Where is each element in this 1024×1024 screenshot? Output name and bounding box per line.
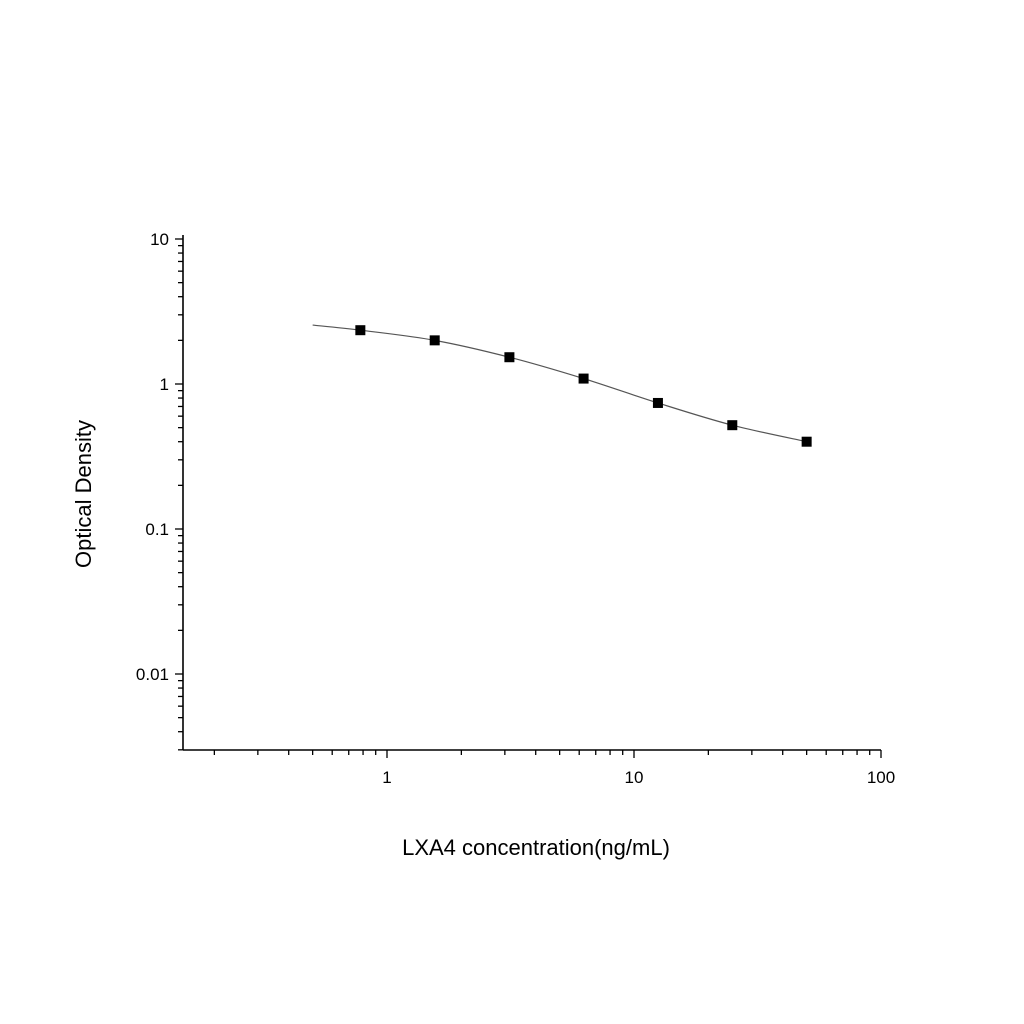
axis-tick-labels: 1 10 100 10 1 0.1 0.01: [136, 230, 895, 787]
data-points: [355, 325, 812, 447]
y-tick-label: 10: [150, 230, 169, 249]
data-point: [578, 373, 589, 384]
axes: [182, 235, 881, 751]
data-point: [801, 436, 812, 447]
data-point: [652, 397, 663, 408]
data-point: [355, 325, 366, 336]
y-tick-label: 0.1: [145, 520, 169, 539]
y-tick-label: 1: [160, 375, 169, 394]
x-tick-label: 10: [625, 768, 644, 787]
data-point: [727, 420, 738, 431]
x-axis-title: LXA4 concentration(ng/mL): [402, 835, 670, 860]
data-point: [429, 335, 440, 346]
fit-curve-layer: [312, 324, 807, 443]
fit-curve: [312, 324, 807, 443]
x-tick-label: 1: [382, 768, 391, 787]
axis-ticks: [175, 238, 882, 758]
data-point: [504, 352, 515, 363]
y-tick-label: 0.01: [136, 665, 169, 684]
x-tick-label: 100: [867, 768, 895, 787]
y-axis-title: Optical Density: [71, 420, 96, 568]
